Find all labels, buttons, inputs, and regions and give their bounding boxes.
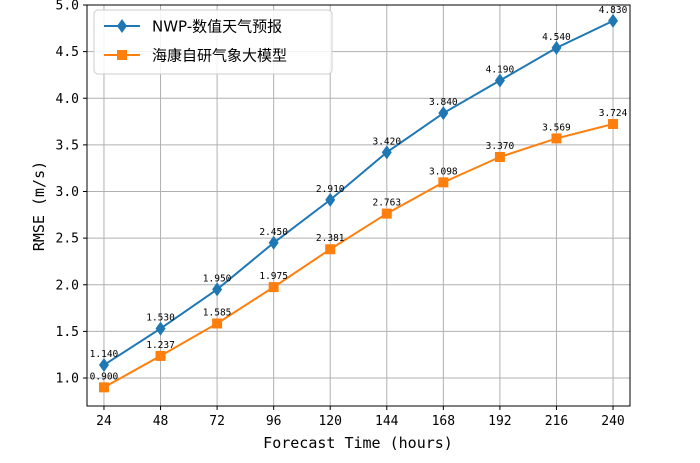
x-tick-label: 240 <box>601 414 624 429</box>
legend-marker-1 <box>117 19 127 33</box>
grid <box>87 4 630 406</box>
series-2-point <box>268 282 279 293</box>
series-1-point <box>212 282 223 297</box>
y-tick-label: 5.0 <box>56 0 79 14</box>
series-1-data-label: 3.840 <box>429 97 458 108</box>
series-2-data-label: 0.900 <box>90 371 119 382</box>
series-1-data-label: 2.910 <box>316 184 345 195</box>
series-1-point <box>325 192 336 207</box>
series-1-data-label: 3.420 <box>372 136 401 147</box>
series-layer: 1.140 1.530 1.950 2.450 2.910 3.420 3.840 4.190… <box>90 5 628 393</box>
x-tick-label: 144 <box>375 414 399 429</box>
series-1-data-label: 2.450 <box>259 227 288 238</box>
legend-label-1: NWP-数值天气预报 <box>152 18 282 36</box>
y-tick-label: 3.0 <box>56 185 79 200</box>
series-1-point <box>438 106 449 121</box>
x-tick-label: 96 <box>266 414 282 429</box>
y-tick-label: 3.5 <box>56 138 79 153</box>
x-tick-label: 168 <box>432 414 455 429</box>
series-2-point <box>438 177 449 188</box>
x-tick-label: 192 <box>488 414 511 429</box>
series-1: 1.140 1.530 1.950 2.450 2.910 3.420 3.840 4.190… <box>90 5 628 372</box>
series-1-data-label: 4.190 <box>486 65 515 76</box>
series-2-point <box>212 318 223 329</box>
series-2-point <box>608 118 619 129</box>
series-2-data-label: 3.370 <box>486 141 515 152</box>
series-1-data-label: 4.540 <box>542 32 571 43</box>
series-2-data-label: 2.381 <box>316 233 345 244</box>
series-2-point <box>494 152 505 163</box>
x-tick-label: 48 <box>153 414 169 429</box>
y-tick-label: 4.5 <box>56 45 79 60</box>
x-tick-label: 120 <box>318 414 341 429</box>
series-2-data-label: 3.724 <box>599 108 628 119</box>
series-1-point <box>381 145 392 160</box>
series-2-data-label: 3.569 <box>542 122 571 133</box>
series-2-point <box>325 244 336 255</box>
series-2: 0.900 1.237 1.585 1.975 2.381 2.763 3.098 3.370… <box>90 108 628 393</box>
y-tick-label: 1.0 <box>56 372 79 387</box>
series-1-data-label: 1.530 <box>146 313 175 324</box>
series-2-point <box>551 133 562 144</box>
series-2-data-label: 2.763 <box>372 198 401 209</box>
series-1-data-label: 1.140 <box>90 349 119 360</box>
series-1-line <box>103 19 614 366</box>
series-2-point <box>98 382 109 393</box>
series-2-point <box>381 208 392 219</box>
series-2-data-label: 1.975 <box>259 271 288 282</box>
series-2-data-label: 1.585 <box>203 307 232 318</box>
legend-frame <box>93 9 333 75</box>
series-1-point <box>608 13 619 28</box>
axes-frame <box>86 4 631 407</box>
series-1-point <box>155 321 166 336</box>
series-1-point <box>551 40 562 55</box>
ticks: 24 48 72 96 120 144 168 192 216 240 1.0 1.5 2.0 2.5 3.… <box>56 0 625 429</box>
y-tick-label: 2.0 <box>56 278 79 293</box>
series-2-point <box>155 350 166 361</box>
series-1-point <box>268 235 279 250</box>
series-2-data-label: 3.098 <box>429 166 458 177</box>
y-tick-label: 4.0 <box>56 92 79 107</box>
series-1-data-label: 1.950 <box>203 273 232 284</box>
legend-marker-2 <box>117 50 127 60</box>
y-tick-label: 1.5 <box>56 325 79 340</box>
legend-label-2: 海康自研气象大模型 <box>152 47 287 65</box>
x-tick-label: 216 <box>545 414 568 429</box>
series-2-line <box>103 123 614 389</box>
series-1-point <box>98 357 109 372</box>
x-tick-label: 24 <box>96 414 112 429</box>
x-axis-title: Forecast Time (hours) <box>263 434 453 452</box>
y-tick-label: 2.5 <box>56 232 79 247</box>
series-2-data-label: 1.237 <box>146 340 175 351</box>
y-axis-title: RMSE (m/s) <box>30 161 48 251</box>
series-1-data-label: 4.830 <box>599 5 628 16</box>
series-1-point <box>494 73 505 88</box>
x-tick-label: 72 <box>209 414 225 429</box>
